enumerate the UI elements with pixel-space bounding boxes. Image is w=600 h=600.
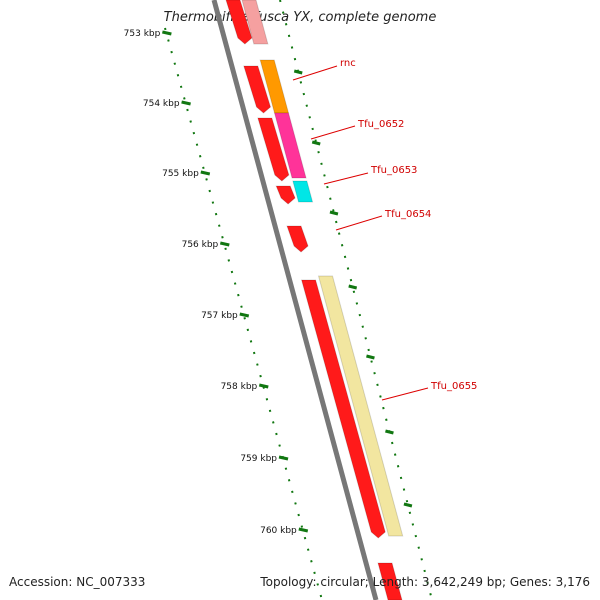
outer-tick <box>366 354 375 360</box>
kbp-tick <box>200 170 211 176</box>
cds-arrow <box>286 225 309 253</box>
kbp-tick <box>219 241 230 247</box>
gene-tfu-0652 <box>273 112 307 179</box>
gene-track <box>225 0 404 600</box>
kbp-tick-label: 759 kbp <box>240 454 277 464</box>
kbp-tick <box>258 383 269 389</box>
genome-summary: Topology: circular; Length: 3,642,249 bp… <box>260 575 590 589</box>
kbp-tick-label: 757 kbp <box>201 311 238 321</box>
leader-line <box>310 125 356 140</box>
cds-arrow <box>243 65 272 114</box>
leader-line <box>292 65 338 81</box>
gene-feature-faded <box>241 0 269 45</box>
kbp-tick-label: 758 kbp <box>221 382 258 392</box>
gene-label[interactable]: Tfu_0653 <box>370 165 417 176</box>
leader-line <box>381 387 429 401</box>
outer-tick <box>385 429 394 435</box>
cds-arrow <box>275 185 296 205</box>
kbp-tick-label: 755 kbp <box>162 169 199 179</box>
leader-line <box>323 172 369 185</box>
kbp-tick-label: 756 kbp <box>182 240 219 250</box>
gene-tfu-0653 <box>292 180 314 203</box>
gene-label[interactable]: Tfu_0655 <box>430 381 477 392</box>
kbp-tick <box>298 527 309 533</box>
outer-tick <box>293 69 303 75</box>
kbp-tick <box>162 30 172 36</box>
outer-tick <box>403 502 413 508</box>
gene-label[interactable]: Tfu_0652 <box>357 119 404 130</box>
cds-arrow <box>257 117 290 182</box>
backbone-line <box>211 0 379 600</box>
accession-text: Accession: NC_007333 <box>9 575 146 589</box>
outer-tick <box>311 140 321 146</box>
cds-arrow <box>300 279 386 539</box>
cds-arrow <box>377 562 403 600</box>
leader-line <box>335 215 383 231</box>
kbp-scale: 753 kbp 754 kbp 755 kbp 756 kbp 757 kbp 758 k… <box>124 0 433 600</box>
genome-backbone <box>211 0 379 600</box>
kbp-tick-label: 754 kbp <box>143 99 180 109</box>
kbp-tick <box>239 312 250 318</box>
gene-labels: rnc Tfu_0652 Tfu_0653 Tfu_0654 Tfu_0655 <box>292 58 477 401</box>
cds-arrow <box>225 0 253 45</box>
gene-label[interactable]: Tfu_0654 <box>384 209 431 220</box>
gene-label[interactable]: rnc <box>340 58 356 69</box>
kbp-tick <box>181 100 191 106</box>
outer-ring-dots <box>279 0 433 600</box>
kbp-tick <box>278 455 289 461</box>
kbp-tick-label: 753 kbp <box>124 29 161 39</box>
outer-tick <box>348 284 358 290</box>
kbp-tick-label: 760 kbp <box>260 526 297 536</box>
gene-tfu-0655 <box>317 275 404 537</box>
outer-tick <box>329 210 339 216</box>
